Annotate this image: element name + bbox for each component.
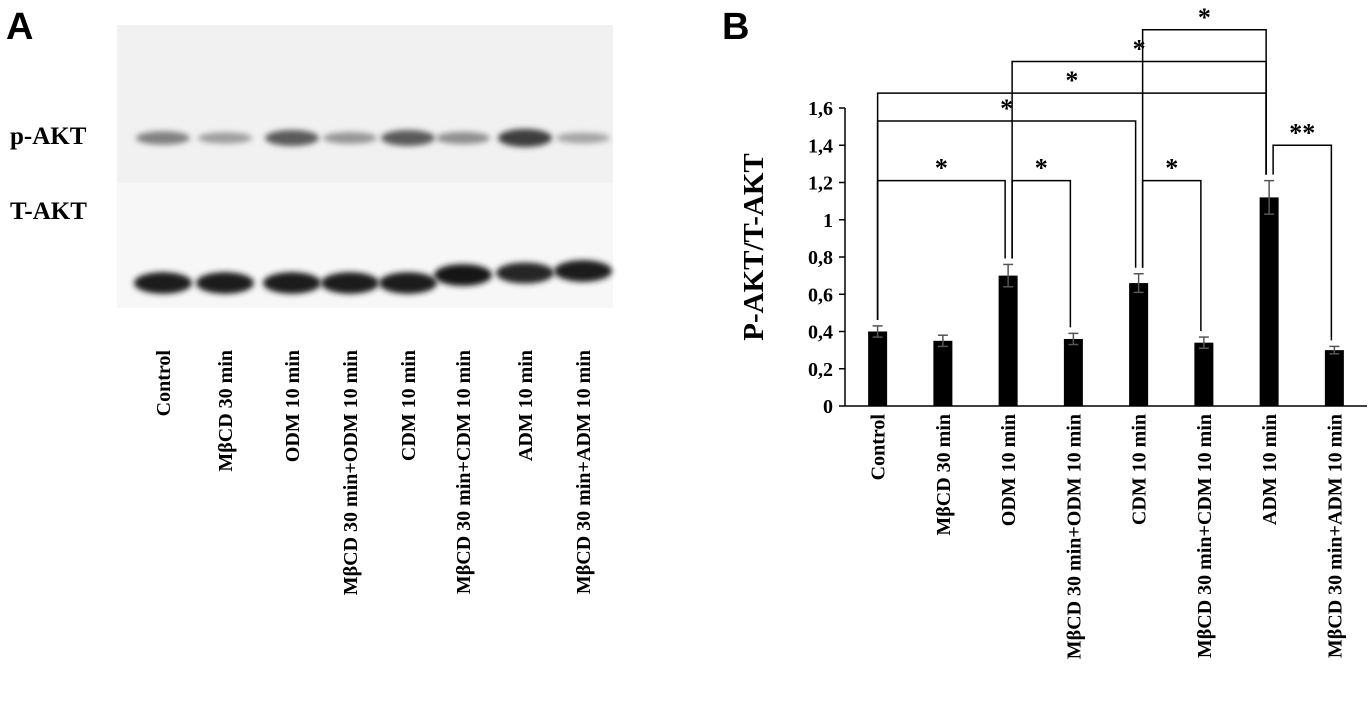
significance-brackets: * * ******* (876, 3, 1333, 341)
y-tick-label: 1,2 (808, 173, 833, 195)
t-akt-band (196, 272, 254, 294)
y-tick-label: 0,6 (808, 284, 833, 306)
t-akt-band (434, 264, 492, 286)
p-akt-band (556, 132, 610, 144)
p-akt-band (381, 130, 435, 146)
significance-marker: * (1165, 154, 1178, 183)
significance-bracket (1011, 60, 1267, 259)
significance-marker: * (1198, 3, 1211, 32)
t-akt-band (496, 262, 554, 284)
x-tick-label: CDM 10 min (1129, 414, 1151, 525)
bar (1063, 338, 1083, 406)
lane-label: Control (153, 350, 175, 417)
lane-label: MβCD 30 min+ODM 10 min (340, 350, 362, 595)
bar (1194, 342, 1214, 406)
bars (868, 197, 1344, 406)
x-tick-label: ODM 10 min (998, 414, 1020, 526)
bar (1324, 350, 1344, 406)
lane-label: MβCD 30 min+ADM 10 min (573, 350, 595, 594)
bar (868, 331, 888, 406)
p-akt-band (136, 131, 190, 145)
x-tick-label: MβCD 30 min+CDM 10 min (1194, 414, 1216, 658)
y-tick-label: 0 (823, 396, 833, 418)
y-tick-label: 0,2 (808, 359, 833, 381)
p-akt-band (198, 132, 252, 144)
x-tick-label: MβCD 30 min (933, 414, 955, 536)
x-tick-label: MβCD 30 min+ODM 10 min (1063, 414, 1085, 659)
y-axis-ticks: 0 0,2 0,4 0,6 0,8 1 1,2 1,4 1,6 (808, 98, 845, 418)
bar (998, 275, 1018, 406)
p-akt-band (323, 132, 377, 144)
significance-bracket (1011, 179, 1072, 328)
y-tick-label: 1 (823, 210, 833, 232)
significance-marker: ** (1289, 118, 1315, 147)
significance-bracket (1141, 179, 1202, 332)
y-tick-label: 1,4 (808, 135, 833, 157)
t-akt-band (263, 272, 321, 294)
bar (1259, 197, 1279, 406)
y-axis-label: P-AKT/T-AKT (738, 153, 770, 340)
lane-label: ADM 10 min (515, 350, 537, 461)
significance-marker: * (1000, 94, 1013, 123)
t-akt-bands (134, 260, 612, 294)
t-akt-label: T-AKT (10, 198, 87, 225)
significance-marker: * (1133, 34, 1146, 63)
t-akt-band (554, 260, 612, 282)
p-akt-label: p-AKT (10, 123, 87, 150)
y-tick-label: 1,6 (808, 98, 833, 120)
significance-marker: * (935, 154, 948, 183)
bar-chart: 00,20,40,60,811,21,41,6 * * ******* Contro… (738, 3, 1367, 659)
x-tick-label: MβCD 30 min+ADM 10 min (1324, 414, 1346, 658)
t-akt-band (321, 272, 379, 294)
lane-label: ODM 10 min (282, 350, 304, 462)
significance-bracket (876, 179, 1006, 320)
t-akt-band (379, 272, 437, 294)
significance-marker: * (1065, 66, 1078, 95)
p-akt-band (436, 131, 490, 145)
significance-bracket (1141, 29, 1267, 268)
lane-labels: Control MβCD 30 min ODM 10 min MβCD 30 min+… (153, 350, 595, 596)
lane-label: MβCD 30 min+CDM 10 min (453, 350, 475, 594)
error-bars (872, 179, 1340, 355)
lane-label: CDM 10 min (398, 350, 420, 461)
lane-label: MβCD 30 min (215, 350, 237, 472)
bar (933, 340, 953, 406)
panel-b-letter: B (722, 6, 750, 48)
western-blot: Control MβCD 30 min ODM 10 min MβCD 30 min+… (117, 25, 613, 595)
x-axis-labels: Control MβCD 30 min ODM 10 min MβCD 30 min+… (868, 414, 1347, 660)
p-akt-band (265, 130, 319, 146)
blot-membrane-top (117, 25, 613, 183)
p-akt-band (498, 129, 552, 147)
y-tick-label: 0,8 (808, 247, 833, 269)
significance-marker: * (1035, 154, 1048, 183)
x-tick-label: Control (868, 414, 890, 481)
x-tick-label: ADM 10 min (1259, 414, 1281, 525)
p-akt-bands (136, 129, 610, 147)
y-tick-label: 0,4 (808, 322, 833, 344)
significance-bracket (876, 92, 1267, 320)
significance-bracket (1272, 144, 1333, 341)
panel-a-letter: A (6, 6, 34, 48)
bar (1129, 283, 1149, 406)
t-akt-band (134, 272, 192, 294)
